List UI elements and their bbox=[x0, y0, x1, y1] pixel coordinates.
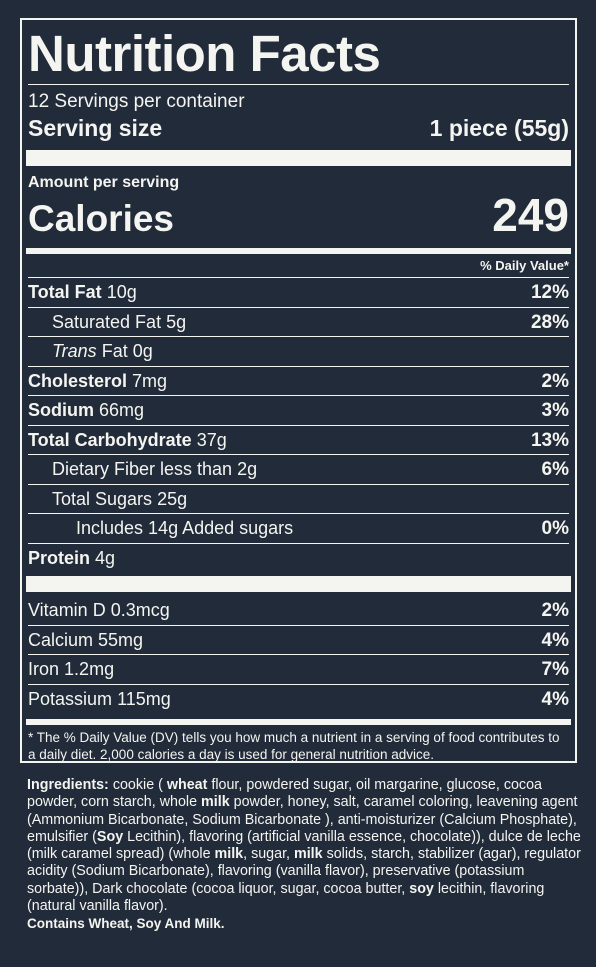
vitamin-amount: 115mg bbox=[117, 688, 171, 709]
serving-size-value: 1 piece (55g) bbox=[429, 115, 569, 141]
nutrient-amount: 5g bbox=[166, 311, 187, 332]
nutrient-row: Cholesterol 7mg 2% bbox=[28, 367, 569, 396]
nutrient-name: Dietary Fiber less than 2g bbox=[52, 459, 258, 479]
divider bbox=[26, 150, 571, 166]
nutrient-row: Includes 14g Added sugars 0% bbox=[28, 514, 569, 544]
nutrient-dv: 13% bbox=[530, 429, 569, 451]
ingredients-label: Ingredients: bbox=[27, 777, 109, 793]
vitamin-amount: 0.3mcg bbox=[110, 600, 170, 620]
allergen-statement: Contains Wheat, Soy And Milk. bbox=[27, 916, 225, 932]
vitamin-amount: 55mg bbox=[98, 629, 144, 650]
nutrient-row: Sodium 66mg 3% bbox=[28, 396, 569, 426]
calories: Calories 249 bbox=[28, 188, 569, 242]
allergen-word: wheat bbox=[166, 777, 208, 793]
nutrient-amount: 66mg bbox=[99, 400, 145, 420]
nutrient-amount: 4g bbox=[95, 547, 116, 568]
vitamin-dv: 2% bbox=[541, 600, 569, 621]
vitamin-name: Calcium bbox=[28, 629, 94, 650]
serving-size-label: Serving size bbox=[28, 115, 163, 141]
servings: 12 Servings per container bbox=[28, 91, 245, 112]
calories-label: Calories bbox=[28, 198, 175, 239]
nutrient-name: Total Fat bbox=[28, 282, 102, 302]
vitamin-list: Vitamin D 0.3mcg 2% Calcium 55mg 4% Iron 1.2… bbox=[28, 596, 569, 713]
vitamin-row: Iron 1.2mg 7% bbox=[28, 655, 569, 685]
ingredient-text: Lecithin), flavoring (artificial vanilla… bbox=[27, 828, 581, 863]
vitamin-amount: 1.2mg bbox=[64, 659, 115, 679]
nutrient-amount: 25g bbox=[157, 488, 188, 509]
vitamin-name: Iron bbox=[28, 659, 60, 679]
nutrient-name: Total Sugars bbox=[52, 488, 153, 509]
allergen-word: milk bbox=[214, 846, 244, 863]
vitamin-row: Calcium 55mg 4% bbox=[28, 626, 569, 655]
ingredient-text: powder, honey, salt, caramel coloring, l… bbox=[27, 794, 578, 845]
nutrient-dv: 3% bbox=[541, 400, 569, 421]
nutrient-dv: 28% bbox=[530, 311, 569, 333]
divider bbox=[26, 576, 571, 592]
vitamin-label: Potassium 115mg bbox=[28, 685, 171, 714]
nutrient-row: Total Sugars 25g bbox=[28, 485, 569, 514]
nutrient-dv: 2% bbox=[541, 370, 569, 392]
divider bbox=[26, 719, 571, 725]
nutrient-amount: 10g bbox=[106, 282, 137, 302]
vitamin-name: Vitamin D bbox=[28, 600, 106, 620]
nutrient-row: Total Carbohydrate 37g 13% bbox=[28, 426, 569, 455]
nutrient-amount: 0g bbox=[132, 341, 153, 361]
vitamin-label: Iron 1.2mg bbox=[28, 655, 114, 684]
vitamin-dv: 4% bbox=[541, 688, 569, 710]
ingredient-text: , sugar, bbox=[243, 846, 294, 863]
nutrient-row: Protein 4g bbox=[28, 544, 569, 573]
nutrient-name: Sodium bbox=[28, 400, 94, 420]
nutrition-label: Nutrition Facts 12 Servings per containe… bbox=[20, 18, 577, 763]
nutrient-row: Trans Fat 0g bbox=[28, 337, 569, 367]
allergen-word: milk bbox=[201, 794, 230, 811]
vitamin-row: Potassium 115mg 4% bbox=[28, 685, 569, 714]
nutrient-amount: 37g bbox=[196, 429, 227, 450]
vitamin-label: Calcium 55mg bbox=[28, 626, 143, 655]
ingredient-text: lecithin, flavoring (natural vanilla fla… bbox=[27, 880, 545, 915]
ingredients: Ingredients: cookie ( wheat flour, powde… bbox=[27, 777, 583, 933]
ingredients-text: Ingredients: cookie ( wheat flour, powde… bbox=[27, 777, 583, 915]
title: Nutrition Facts bbox=[28, 24, 569, 85]
vitamin-name: Potassium bbox=[28, 688, 113, 709]
nutrient-name: Includes 14g Added sugars bbox=[76, 518, 294, 538]
allergen-word: Soy bbox=[96, 828, 124, 845]
vitamin-label: Vitamin D 0.3mcg bbox=[28, 596, 170, 625]
calories-value: 249 bbox=[492, 189, 569, 241]
footnote: * The % Daily Value (DV) tells you how m… bbox=[28, 730, 560, 762]
nutrient-row: Saturated Fat 5g 28% bbox=[28, 308, 569, 337]
divider bbox=[26, 248, 571, 254]
ingredient-text: solids, starch, stabilizer (agar), regul… bbox=[27, 846, 581, 897]
nutrient-name: Fat bbox=[101, 341, 128, 361]
nutrient-name-italic: Trans bbox=[52, 341, 97, 361]
allergen-word: milk bbox=[294, 846, 323, 863]
nutrient-name: Cholesterol bbox=[28, 370, 128, 391]
daily-value-header: % Daily Value* bbox=[28, 258, 569, 278]
serving-size: Serving size 1 piece (55g) bbox=[28, 115, 569, 142]
amount-per-serving: Amount per serving bbox=[28, 174, 180, 191]
nutrient-name: Total Carbohydrate bbox=[28, 429, 192, 450]
nutrient-dv: 6% bbox=[541, 459, 569, 480]
ingredient-text: cookie ( bbox=[112, 777, 167, 793]
allergen-word: soy bbox=[409, 880, 434, 897]
nutrient-row: Total Fat 10g 12% bbox=[28, 278, 569, 308]
ingredient-text: flour, powdered sugar, oil margarine, gl… bbox=[27, 777, 542, 811]
nutrient-name: Protein bbox=[28, 547, 91, 568]
vitamin-dv: 4% bbox=[541, 629, 569, 651]
nutrient-name: Saturated Fat bbox=[52, 311, 162, 332]
nutrient-dv: 12% bbox=[530, 282, 569, 303]
nutrient-row: Dietary Fiber less than 2g 6% bbox=[28, 455, 569, 485]
nutrient-dv: 0% bbox=[541, 518, 569, 539]
nutrient-amount: 7mg bbox=[132, 370, 168, 391]
vitamin-row: Vitamin D 0.3mcg 2% bbox=[28, 596, 569, 626]
vitamin-dv: 7% bbox=[541, 659, 569, 680]
